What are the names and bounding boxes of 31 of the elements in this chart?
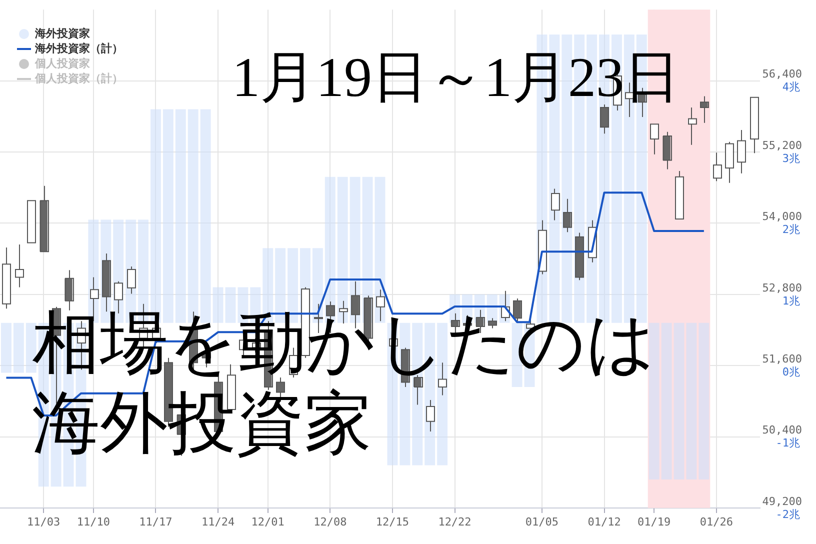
y-tick-label: 56,400 [762, 68, 802, 81]
legend-label: 海外投資家（計） [35, 41, 123, 56]
y-tick-label: 52,800 [762, 281, 802, 294]
legend-label: 個人投資家 [35, 56, 90, 71]
y-tick-label: 54,000 [762, 210, 802, 224]
x-tick-label: 12/15 [376, 515, 410, 528]
y-tick-label: 55,200 [762, 138, 802, 152]
y2-tick-label: -1兆 [776, 436, 800, 450]
x-tick-label: 11/03 [27, 515, 60, 528]
y2-tick-label: 4兆 [782, 80, 800, 94]
x-tick-label: 01/05 [525, 515, 559, 528]
x-tick-label: 01/26 [700, 515, 733, 528]
y2-tick-label: 2兆 [782, 223, 800, 236]
x-tick-label: 12/01 [251, 515, 284, 528]
y2-tick-label: -2兆 [776, 508, 800, 521]
legend-label: 海外投資家 [35, 26, 90, 41]
x-tick-label: 01/19 [638, 515, 671, 528]
x-tick-label: 11/24 [201, 515, 235, 528]
y2-tick-label: 1兆 [782, 294, 800, 308]
x-tick-label: 11/10 [76, 515, 110, 528]
y-tick-label: 49,200 [762, 494, 802, 508]
x-tick-label: 11/17 [139, 515, 172, 528]
y2-tick-label: 3兆 [782, 152, 800, 165]
y2-tick-label: 0兆 [782, 365, 800, 378]
y-tick-label: 50,400 [762, 424, 802, 437]
x-tick-label: 12/22 [438, 515, 472, 528]
text: 1月19日～1月23日 [232, 46, 680, 111]
legend-label: 個人投資家（計） [35, 71, 123, 86]
y-tick-label: 51,600 [762, 352, 802, 366]
x-tick-label: 01/12 [588, 515, 621, 528]
x-tick-label: 12/08 [314, 515, 347, 528]
